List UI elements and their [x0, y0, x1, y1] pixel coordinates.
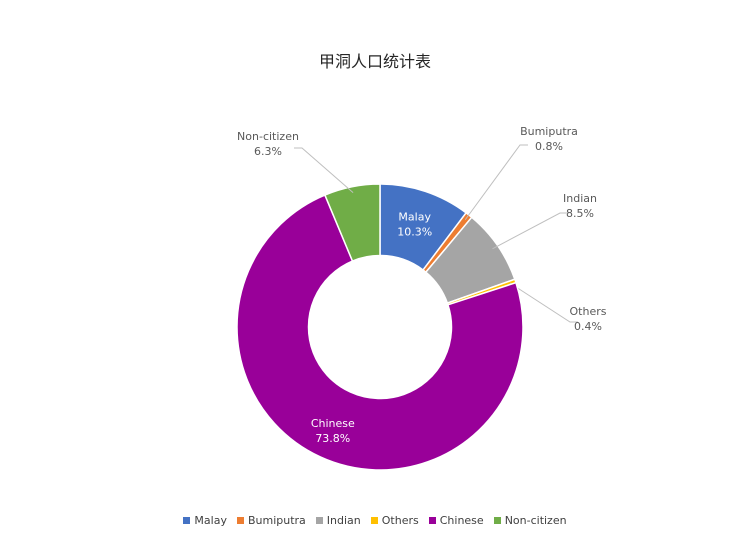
legend-label: Indian [326, 514, 361, 527]
legend-item-chinese: Chinese [428, 514, 484, 527]
donut-slice-non-citizen [323, 183, 381, 262]
legend-label: Others [381, 514, 419, 527]
legend-label: Chinese [439, 514, 484, 527]
legend-label: Non-citizen [504, 514, 567, 527]
legend-label: Bumiputra [247, 514, 306, 527]
slice-value-non-citizen: 6.3% [254, 145, 282, 158]
legend-swatch [493, 517, 501, 524]
legend-item-bumiputra: Bumiputra [236, 514, 306, 527]
leader-line-bumiputra [464, 144, 528, 221]
legend-item-malay: Malay [183, 514, 227, 527]
slice-value-malay: 10.3% [397, 225, 432, 238]
legend-item-non-citizen: Non-citizen [493, 514, 567, 527]
donut-slice-chinese [236, 194, 524, 471]
legend-swatch [315, 517, 323, 524]
legend-label: Malay [194, 514, 227, 527]
slice-label-chinese: Chinese [311, 417, 355, 430]
legend-item-others: Others [370, 514, 419, 527]
leader-line-others [509, 282, 578, 323]
slice-value-others: 0.4% [574, 320, 602, 333]
chart-title: 甲洞人口统计表 [318, 52, 431, 71]
legend-item-indian: Indian [315, 514, 361, 527]
slice-label-others: Others [570, 305, 607, 318]
slice-label-indian: Indian [563, 192, 597, 205]
slice-value-chinese: 73.8% [315, 432, 350, 445]
legend-swatch [236, 517, 244, 524]
slice-label-non-citizen: Non-citizen [237, 130, 299, 143]
chart-legend: Malay Bumiputra Indian Others Chinese Non-cit… [0, 514, 750, 527]
slice-label-malay: Malay [398, 210, 431, 223]
leader-line-indian [492, 212, 568, 250]
slice-value-bumiputra: 0.8% [535, 140, 563, 153]
slice-value-indian: 8.5% [566, 207, 594, 220]
legend-swatch [183, 517, 191, 524]
leader-line-non-citizen [294, 147, 354, 194]
legend-swatch [370, 517, 378, 524]
legend-swatch [428, 517, 436, 524]
slice-label-bumiputra: Bumiputra [520, 125, 578, 138]
